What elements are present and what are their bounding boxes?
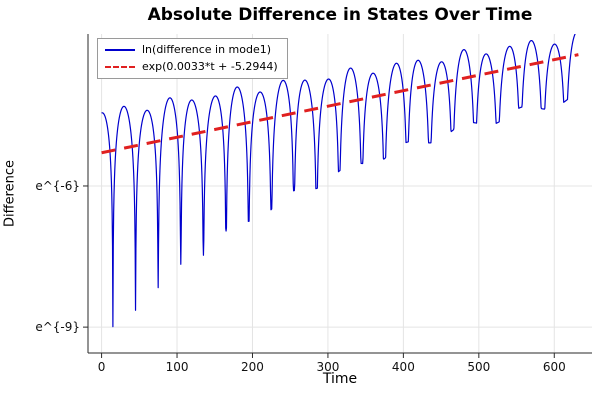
legend-label-trend: exp(0.0033*t + -5.2944) [142,60,278,73]
x-tick-label: 600 [543,360,566,374]
blue-series-path [101,34,576,328]
x-tick-label: 100 [166,360,189,374]
red-dashed-swatch [105,65,135,68]
legend-label-series: ln(difference in mode1) [142,43,272,56]
blue-line-swatch [105,48,135,51]
legend: ln(difference in mode1) exp(0.0033*t + -… [97,38,288,79]
y-tick-label: e^{-9} [35,320,80,334]
x-tick-label: 500 [467,360,490,374]
y-tick-label: e^{-6} [35,179,80,193]
x-tick-label: 300 [316,360,339,374]
chart-title: Absolute Difference in States Over Time [147,5,533,25]
x-tick-label: 200 [241,360,264,374]
legend-item-trend: exp(0.0033*t + -5.2944) [105,59,278,74]
x-tick-label: 0 [98,360,106,374]
x-tick-label: 400 [392,360,415,374]
x-axis-label: Time [322,371,358,387]
y-axis-label: Difference [2,159,18,228]
trend-line-path [101,53,579,155]
legend-item-series: ln(difference in mode1) [105,42,278,57]
